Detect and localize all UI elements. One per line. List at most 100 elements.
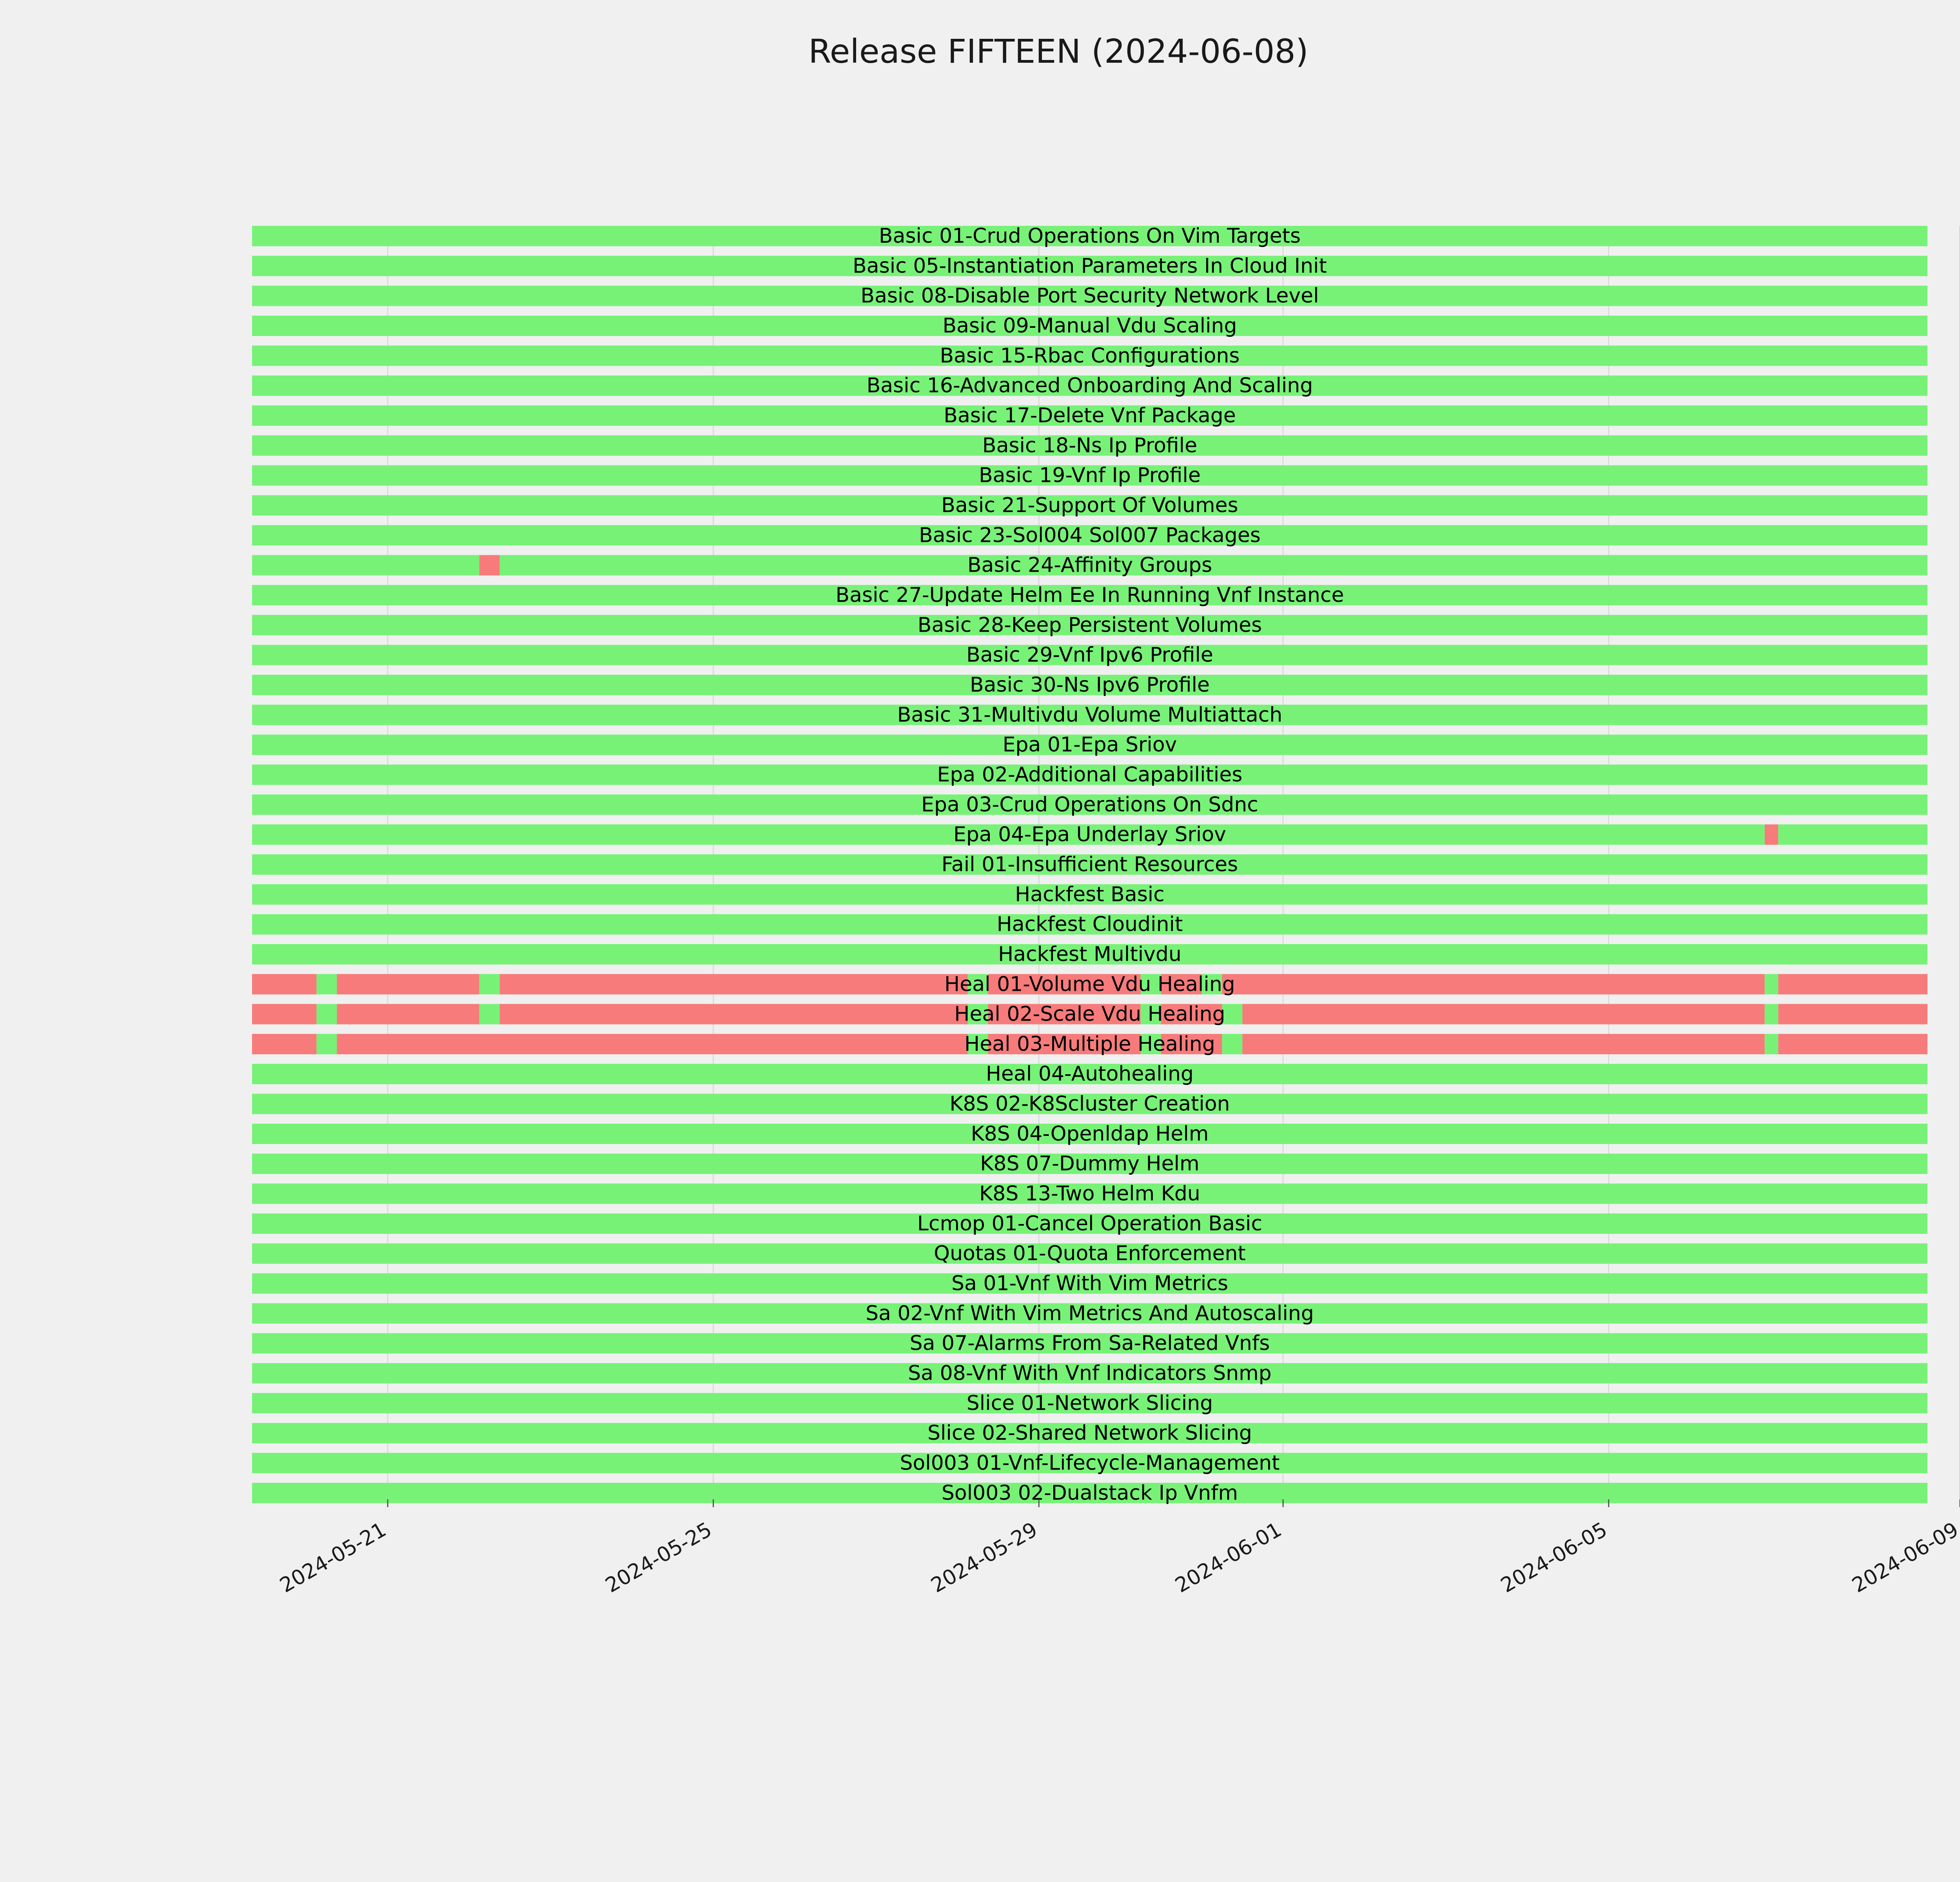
pass-segment: [252, 345, 1927, 366]
pass-segment: [499, 555, 1927, 576]
pass-segment: [479, 974, 500, 995]
pass-segment: [252, 854, 1927, 875]
test-label: Hackfest Multivdu: [998, 943, 1181, 966]
test-row: [252, 435, 1927, 456]
test-row: [252, 525, 1927, 546]
test-row: [252, 1393, 1927, 1413]
test-row: [252, 1333, 1927, 1354]
test-row: [252, 465, 1927, 486]
test-row: [252, 495, 1927, 516]
test-row: [252, 256, 1927, 276]
pass-segment: [316, 1034, 337, 1054]
test-label: Basic 31-Multivdu Volume Multiattach: [897, 703, 1283, 727]
pass-segment: [252, 256, 1927, 276]
fail-segment: [988, 1004, 1141, 1025]
test-row: [252, 1183, 1927, 1204]
pass-segment: [252, 525, 1927, 546]
test-row: [252, 555, 1927, 576]
test-row: [252, 405, 1927, 426]
fail-segment: [479, 555, 500, 576]
test-row: [252, 734, 1927, 755]
pass-segment: [252, 1273, 1927, 1294]
fail-segment: [499, 1004, 968, 1025]
fail-segment: [1764, 824, 1779, 845]
pass-segment: [252, 1094, 1927, 1114]
pass-segment: [967, 1034, 988, 1054]
pass-segment: [1140, 1004, 1161, 1025]
test-row: [252, 1064, 1927, 1085]
test-label: Epa 04-Epa Underlay Sriov: [953, 823, 1226, 847]
test-row: [252, 884, 1927, 905]
test-row: [252, 674, 1927, 695]
test-row: [252, 1482, 1927, 1503]
pass-segment: [252, 435, 1927, 456]
pass-segment: [1222, 1004, 1243, 1025]
pass-segment: [252, 1393, 1927, 1413]
test-label: Hackfest Basic: [1015, 883, 1165, 906]
test-label: Sol003 02-Dualstack Ip Vnfm: [942, 1481, 1238, 1505]
pass-segment: [252, 1243, 1927, 1264]
test-label: Basic 01-Crud Operations On Vim Targets: [879, 224, 1301, 248]
test-label: Hackfest Cloudinit: [997, 913, 1183, 936]
test-label: Basic 30-Ns Ipv6 Profile: [970, 673, 1210, 697]
test-label: Basic 29-Vnf Ipv6 Profile: [966, 643, 1213, 667]
test-label: Basic 18-Ns Ip Profile: [982, 434, 1197, 457]
fail-segment: [1242, 1034, 1765, 1054]
test-label: Heal 02-Scale Vdu Healing: [954, 1003, 1225, 1026]
test-label: Fail 01-Insufficient Resources: [942, 853, 1238, 876]
test-label: Sa 01-Vnf With Vim Metrics: [951, 1272, 1228, 1295]
test-label: Heal 01-Volume Vdu Healing: [944, 972, 1235, 996]
test-row: [252, 914, 1927, 935]
x-tick-label: 2024-06-09: [1848, 1518, 1960, 1597]
fail-segment: [988, 974, 1141, 995]
test-label: Sol003 01-Vnf-Lifecycle-Management: [900, 1451, 1279, 1475]
test-row: [252, 1004, 1927, 1025]
fail-segment: [252, 1034, 317, 1054]
test-label: Heal 03-Multiple Healing: [964, 1032, 1215, 1056]
test-label: Basic 16-Advanced Onboarding And Scaling: [867, 374, 1313, 398]
test-label: Epa 03-Crud Operations On Sdnc: [921, 793, 1258, 816]
test-row: [252, 285, 1927, 306]
pass-segment: [252, 914, 1927, 935]
test-label: K8S 02-K8Scluster Creation: [949, 1092, 1230, 1116]
pass-segment: [252, 226, 1927, 246]
fail-segment: [1778, 974, 1927, 995]
test-row: [252, 944, 1927, 965]
pass-segment: [252, 1123, 1927, 1144]
pass-segment: [252, 1183, 1927, 1204]
test-label: Basic 27-Update Helm Ee In Running Vnf I…: [835, 583, 1344, 607]
test-row: [252, 794, 1927, 815]
test-label: Basic 15-Rbac Configurations: [940, 344, 1240, 367]
test-row: [252, 1154, 1927, 1174]
pass-segment: [316, 1004, 337, 1025]
test-label: Basic 21-Support Of Volumes: [941, 494, 1238, 517]
test-label: Basic 19-Vnf Ip Profile: [979, 464, 1201, 487]
pass-segment: [252, 285, 1927, 306]
test-label: Basic 17-Delete Vnf Package: [944, 404, 1236, 427]
test-label: Epa 01-Epa Sriov: [1003, 733, 1177, 757]
test-row: [252, 764, 1927, 785]
pass-segment: [316, 974, 337, 995]
test-label: Basic 05-Instantiation Parameters In Clo…: [853, 254, 1327, 278]
test-label: Sa 02-Vnf With Vim Metrics And Autoscali…: [866, 1302, 1314, 1325]
test-row: [252, 1423, 1927, 1444]
test-label: K8S 07-Dummy Helm: [980, 1152, 1199, 1175]
pass-segment: [967, 974, 988, 995]
fail-segment: [1778, 1034, 1927, 1054]
pass-segment: [479, 1004, 500, 1025]
test-row: [252, 1273, 1927, 1294]
pass-segment: [252, 1453, 1927, 1473]
fail-segment: [337, 1004, 479, 1025]
test-row: [252, 375, 1927, 396]
test-label: Basic 28-Keep Persistent Volumes: [918, 613, 1262, 637]
pass-segment: [252, 1423, 1927, 1444]
fail-segment: [1161, 974, 1202, 995]
test-label: Sa 08-Vnf With Vnf Indicators Snmp: [908, 1362, 1272, 1385]
pass-segment: [1140, 1034, 1161, 1054]
test-row: [252, 226, 1927, 246]
test-label: Slice 02-Shared Network Slicing: [927, 1421, 1252, 1445]
test-label: Basic 24-Affinity Groups: [967, 554, 1212, 577]
pass-segment: [252, 375, 1927, 396]
test-label: K8S 13-Two Helm Kdu: [979, 1182, 1200, 1206]
